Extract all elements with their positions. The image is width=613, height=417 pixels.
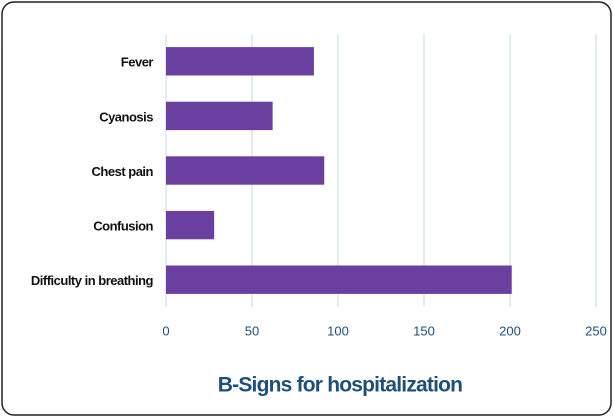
bar (166, 101, 273, 131)
y-tick-label: Difficulty in breathing (31, 273, 154, 288)
x-tick-label: 250 (585, 323, 607, 338)
y-tick-label: Chest pain (92, 164, 154, 179)
bar (166, 156, 325, 185)
bar (166, 47, 314, 76)
y-tick-label: Confusion (93, 219, 153, 234)
y-tick-label: Fever (121, 55, 154, 70)
x-tick-label: 150 (413, 323, 435, 338)
x-tick-label: 0 (162, 323, 169, 338)
chart-title: B-Signs for hospitalization (218, 374, 462, 397)
x-tick-label: 100 (327, 323, 349, 338)
y-tick-label: Cyanosis (99, 109, 153, 124)
x-tick-label: 200 (499, 323, 521, 338)
bar (166, 210, 215, 240)
bar (166, 265, 512, 294)
x-tick-label: 50 (245, 323, 259, 338)
